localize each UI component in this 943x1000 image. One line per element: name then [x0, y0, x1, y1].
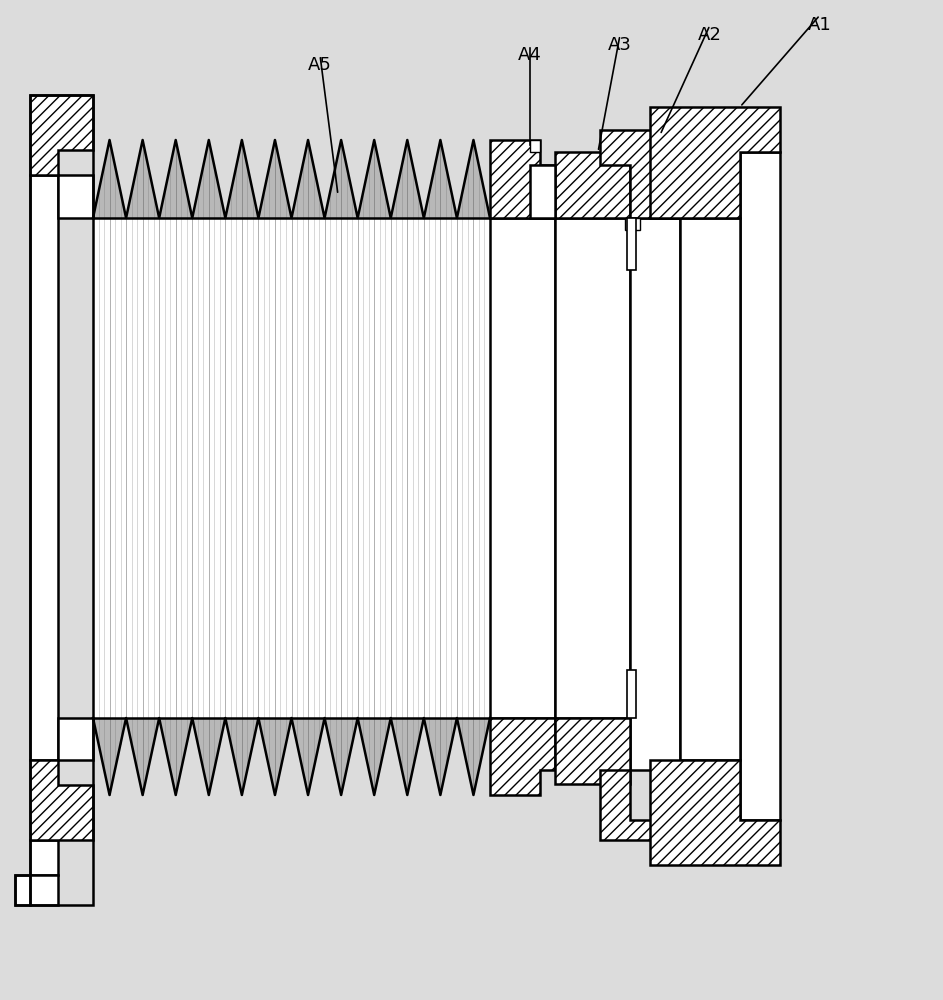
Polygon shape: [225, 718, 258, 795]
Polygon shape: [490, 140, 555, 218]
Polygon shape: [258, 718, 291, 795]
Polygon shape: [390, 140, 423, 218]
Polygon shape: [423, 140, 457, 218]
Polygon shape: [93, 218, 490, 718]
Polygon shape: [627, 670, 636, 718]
Polygon shape: [126, 718, 159, 795]
Polygon shape: [93, 718, 126, 795]
Polygon shape: [600, 770, 680, 840]
Polygon shape: [225, 140, 258, 218]
Polygon shape: [650, 107, 780, 218]
Polygon shape: [291, 718, 324, 795]
Polygon shape: [625, 218, 640, 230]
Polygon shape: [30, 175, 58, 760]
Polygon shape: [58, 175, 93, 218]
Polygon shape: [324, 718, 357, 795]
Polygon shape: [630, 218, 680, 770]
Polygon shape: [555, 218, 630, 718]
Polygon shape: [600, 130, 680, 218]
Polygon shape: [423, 718, 457, 795]
Polygon shape: [58, 718, 93, 760]
Polygon shape: [457, 140, 490, 218]
Polygon shape: [324, 140, 357, 218]
Polygon shape: [490, 218, 555, 718]
Polygon shape: [490, 718, 555, 795]
Polygon shape: [30, 840, 58, 875]
Polygon shape: [192, 718, 225, 795]
Polygon shape: [650, 760, 780, 865]
Polygon shape: [30, 95, 93, 175]
Polygon shape: [258, 140, 291, 218]
Polygon shape: [126, 140, 159, 218]
Polygon shape: [192, 140, 225, 218]
Text: A4: A4: [518, 46, 542, 64]
Polygon shape: [555, 152, 630, 218]
Polygon shape: [159, 140, 192, 218]
Polygon shape: [15, 875, 58, 905]
Text: A3: A3: [608, 36, 632, 54]
Polygon shape: [93, 140, 126, 218]
Polygon shape: [357, 718, 390, 795]
Polygon shape: [555, 718, 630, 784]
Polygon shape: [159, 718, 192, 795]
Text: A1: A1: [808, 16, 832, 34]
Polygon shape: [291, 140, 324, 218]
Polygon shape: [680, 218, 740, 760]
Polygon shape: [530, 165, 555, 218]
Text: A2: A2: [698, 26, 722, 44]
Polygon shape: [457, 718, 490, 795]
Polygon shape: [30, 760, 93, 840]
Polygon shape: [530, 140, 540, 152]
Polygon shape: [357, 140, 390, 218]
Polygon shape: [740, 152, 780, 820]
Polygon shape: [627, 218, 636, 270]
Polygon shape: [390, 718, 423, 795]
Text: A5: A5: [308, 56, 332, 74]
